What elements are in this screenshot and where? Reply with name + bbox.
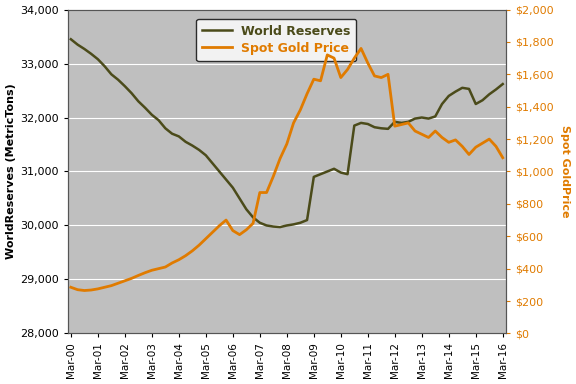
Spot Gold Price	[202, 237, 209, 241]
Y-axis label: Spot GoldPrice: Spot GoldPrice	[560, 125, 570, 218]
Line: Spot Gold Price: Spot Gold Price	[71, 48, 503, 291]
World Reserves	[67, 37, 74, 41]
World Reserves	[249, 215, 256, 220]
Spot Gold Price	[358, 46, 365, 51]
World Reserves	[196, 147, 203, 152]
World Reserves	[169, 131, 176, 136]
World Reserves	[297, 220, 304, 225]
Spot Gold Price	[175, 257, 182, 262]
Line: World Reserves: World Reserves	[71, 39, 503, 227]
Spot Gold Price	[486, 137, 492, 141]
Spot Gold Price	[499, 156, 506, 160]
Legend: World Reserves, Spot Gold Price: World Reserves, Spot Gold Price	[196, 19, 357, 61]
Spot Gold Price	[256, 190, 263, 195]
World Reserves	[499, 82, 506, 86]
Spot Gold Price	[297, 108, 304, 112]
World Reserves	[445, 94, 452, 98]
Spot Gold Price	[452, 137, 459, 142]
Spot Gold Price	[67, 285, 74, 290]
World Reserves	[276, 225, 283, 229]
Y-axis label: WorldReserves (MetricTons): WorldReserves (MetricTons)	[6, 84, 16, 259]
Spot Gold Price	[81, 288, 88, 293]
World Reserves	[486, 92, 492, 97]
